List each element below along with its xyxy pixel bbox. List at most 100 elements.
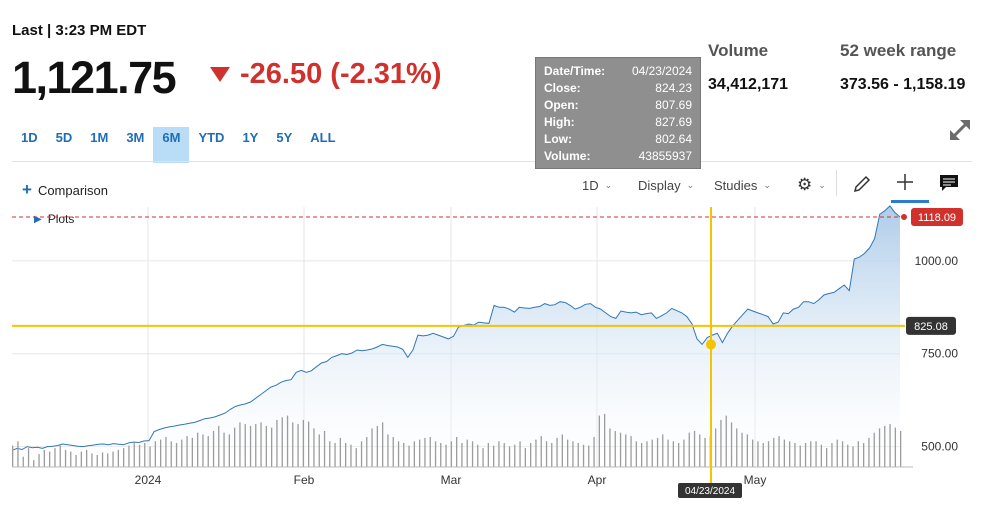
crosshair-tool-button[interactable] [891,170,929,204]
range-tab-3m[interactable]: 3M [126,130,145,145]
volume-bar [12,445,14,467]
tooltip-date-row: Date/Time: 04/23/2024 [544,63,692,80]
chevron-down-icon: ⌄ [763,180,771,190]
tooltip-volume-row: Volume: 43855937 [544,148,692,165]
volume-bar [678,443,680,467]
price-line [11,205,901,451]
volume-bar [445,444,447,467]
time-range-tabs: 1D 5D 1M 3M 6M YTD 1Y 5Y ALL [12,127,345,163]
range-tab-6m[interactable]: 6M [153,127,190,163]
volume-bar [667,439,669,467]
volume-bar [773,437,775,467]
volume-bar [863,443,865,467]
settings-dropdown[interactable]: ⚙ ⌄ [797,175,826,195]
volume-bar [101,452,104,467]
volume-bar [503,443,505,467]
volume-bar [535,439,537,467]
tooltip-open-label: Open: [544,98,579,112]
x-tick-label: 2024 [135,473,162,487]
range-tab-1y[interactable]: 1Y [242,130,259,145]
last-price: 1,121.75 [12,52,177,103]
volume-bar [493,445,495,467]
volume-bar [181,439,183,467]
volume-bar [313,428,315,467]
volume-bar [588,445,590,467]
tooltip-close-row: Close: 824.23 [544,80,692,97]
volume-bar [86,449,88,467]
volume-bar [308,421,310,467]
price-chart[interactable]: 2024 Feb Mar Apr May 1000.00 750.00 500.00 1118.… [0,205,982,505]
display-dropdown[interactable]: Display ⌄ [638,178,694,193]
volume-bar [482,448,484,467]
studies-label: Studies [714,178,758,193]
volume-bar [64,449,67,467]
volume-bar [857,441,859,467]
volume-bar [345,443,347,467]
studies-dropdown[interactable]: Studies ⌄ [714,178,771,193]
volume-bar [329,441,331,467]
range-tab-ytd[interactable]: YTD [198,130,225,145]
volume-bar [471,441,474,467]
down-arrow-icon [210,67,230,82]
volume-bar [868,437,870,467]
volume-bar [271,427,273,467]
volume-bar [794,443,796,467]
volume-bar [212,431,215,467]
range-tab-5d[interactable]: 5D [55,130,73,145]
volume-bar [255,424,257,467]
range-tab-1m[interactable]: 1M [90,130,109,145]
comment-icon[interactable] [939,174,959,192]
last-updated-label: Last | 3:23 PM EDT [12,22,147,39]
volume-bar [149,446,151,467]
volume-bar [413,441,415,467]
volume-bar [498,441,500,467]
volume-bar [376,425,378,467]
x-tick-label: Apr [588,473,607,487]
volume-bar [561,434,563,467]
volume-bar [207,436,209,467]
interval-dropdown[interactable]: 1D ⌄ [582,178,612,193]
data-tooltip: Date/Time: 04/23/2024 Close: 824.23 Open: 8… [535,57,701,169]
volume-bar [43,449,45,467]
x-tick-label: Mar [441,473,462,487]
volume-bar [604,413,606,467]
volume-bar [197,432,199,467]
volume-bar [508,446,511,467]
volume-bar [746,434,748,467]
volume-bar [524,448,526,467]
volume-bar [382,422,384,467]
volume-bar [107,453,109,467]
expand-icon[interactable] [946,116,974,144]
y-tick-label: 500.00 [921,440,958,454]
volume-bar [783,439,785,467]
volume-bar [429,437,431,467]
volume-bar [160,439,162,467]
last-price-tag [911,207,963,226]
range-tab-5y[interactable]: 5Y [276,130,293,145]
draw-pencil-icon[interactable] [851,173,873,195]
volume-bar [234,427,236,467]
volume-bar [514,444,516,467]
toolbar-divider [836,170,837,196]
volume-bar [355,448,357,467]
tooltip-high-row: High: 827.69 [544,114,692,131]
chevron-down-icon: ⌄ [818,179,826,190]
volume-bar [123,448,125,467]
volume-bar [170,441,172,467]
volume-bar [545,441,548,467]
volume-bar [715,428,717,467]
crosshair-icon [891,174,929,203]
plots-toggle[interactable]: ▶ Plots [34,212,74,226]
range-tab-all[interactable]: ALL [310,130,336,145]
caret-right-icon: ▶ [34,213,42,225]
range-tab-1d[interactable]: 1D [21,130,38,145]
volume-bar [873,432,875,467]
volume-bar [260,422,262,467]
volume-bar [582,444,585,467]
volume-bar [165,437,167,467]
comparison-button[interactable]: + Comparison [22,180,108,200]
tooltip-low-value: 802.64 [655,132,692,146]
gear-icon: ⚙ [797,175,813,194]
chevron-down-icon: ⌄ [604,180,613,190]
volume-bar [577,443,579,467]
